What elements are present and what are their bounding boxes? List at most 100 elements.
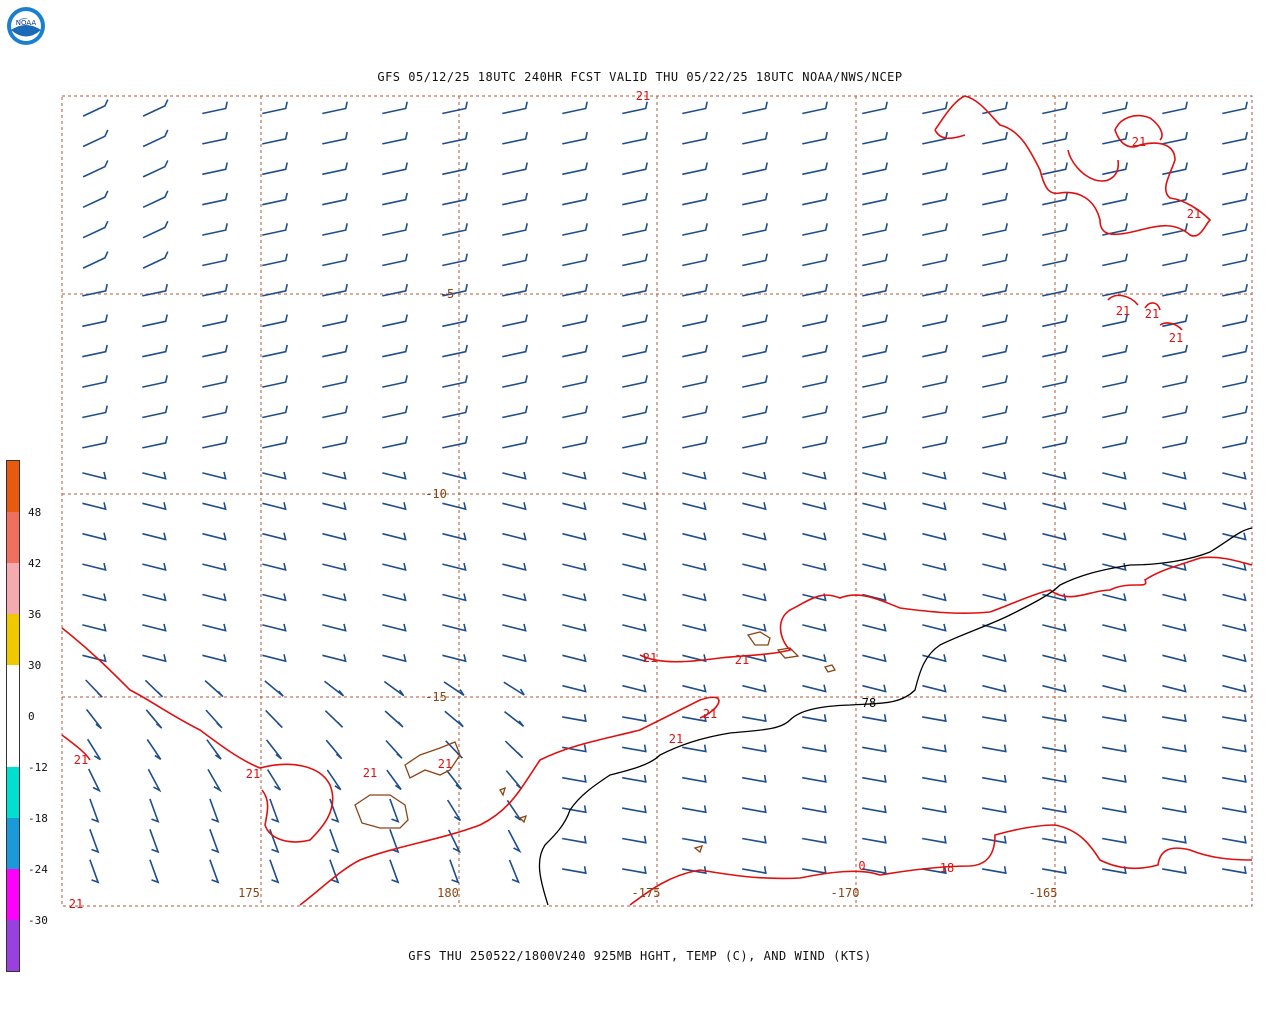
wind-barb — [862, 744, 887, 753]
wind-barb — [1162, 131, 1188, 145]
temperature-contour-label: 21 — [636, 89, 650, 103]
wind-barb — [502, 375, 528, 388]
wind-barb — [922, 744, 947, 753]
wind-barb — [1102, 192, 1128, 206]
wind-barb — [207, 769, 223, 793]
wind-barb — [322, 562, 347, 571]
wind-barb — [742, 283, 768, 297]
wind-barb — [622, 192, 648, 206]
wind-barb — [682, 283, 708, 297]
temperature-contours — [61, 95, 1253, 906]
wind-barb — [862, 405, 888, 419]
wind-barb — [444, 710, 464, 728]
wind-barb — [622, 835, 647, 844]
wind-barb — [982, 562, 1007, 571]
wind-barb — [502, 131, 528, 145]
wind-barb — [1162, 314, 1188, 328]
wind-barb — [742, 101, 768, 115]
wind-barb — [1102, 131, 1128, 145]
logo-text: NOAA — [16, 19, 37, 27]
wind-barb — [502, 314, 528, 328]
wind-barb — [982, 101, 1008, 115]
wind-barb — [82, 190, 109, 209]
wind-barb — [922, 654, 947, 663]
wind-barb — [265, 739, 283, 760]
wind-barb — [1222, 562, 1247, 571]
wind-barb — [982, 344, 1008, 358]
wind-barb — [442, 253, 468, 267]
wind-barb — [682, 375, 708, 388]
wind-barb — [982, 223, 1008, 236]
wind-barb — [682, 162, 708, 176]
wind-barb — [149, 829, 160, 854]
wind-barb — [742, 502, 767, 511]
height-contour-label: 0 — [858, 859, 865, 873]
wind-barb — [862, 375, 888, 388]
wind-barb — [506, 799, 522, 821]
wind-barb — [562, 562, 587, 571]
wind-barb — [982, 502, 1007, 511]
wind-barb — [1162, 835, 1187, 844]
wind-barb — [622, 253, 648, 267]
wind-barb — [982, 314, 1008, 328]
wind-barb — [1102, 101, 1128, 115]
wind-barb — [1162, 471, 1187, 480]
wind-barb — [682, 562, 707, 571]
wind-barb — [682, 654, 707, 663]
wind-barb — [1162, 375, 1188, 388]
wind-barb — [502, 344, 528, 358]
wind-barb — [447, 829, 462, 854]
wind-barb — [1162, 805, 1187, 814]
wind-barb — [202, 131, 228, 145]
wind-barb — [1102, 375, 1128, 388]
wind-barb — [382, 623, 407, 632]
wind-barb — [862, 344, 888, 358]
wind-barb — [982, 866, 1007, 875]
wind-barb — [742, 344, 768, 358]
wind-barb — [1162, 623, 1187, 632]
wind-barb — [922, 192, 948, 206]
wind-barb — [389, 829, 400, 854]
wind-barb — [1042, 744, 1067, 753]
wind-barb — [562, 684, 587, 693]
wind-barb — [742, 314, 768, 328]
wind-barb — [862, 684, 887, 693]
wind-barb — [442, 375, 468, 388]
wind-barb — [1222, 593, 1247, 602]
wind-barb — [562, 502, 587, 511]
wind-barb — [622, 805, 647, 814]
wind-barb — [389, 798, 400, 823]
wind-barb — [622, 502, 647, 511]
wind-barb — [562, 223, 588, 236]
wind-barb — [507, 829, 522, 854]
wind-barb — [269, 859, 280, 884]
wind-barb — [262, 623, 287, 632]
temperature-contour-label: 21 — [69, 897, 83, 911]
wind-barb — [802, 435, 828, 449]
wind-barb — [862, 253, 888, 267]
wind-barb — [262, 131, 288, 145]
wind-barb — [1222, 471, 1247, 480]
wind-barb — [562, 623, 587, 632]
wind-barb — [802, 314, 828, 328]
wind-barb — [922, 283, 948, 297]
wind-barb — [1102, 532, 1127, 541]
wind-barb — [502, 253, 528, 267]
wind-barb — [622, 593, 647, 602]
wind-barb — [922, 405, 948, 419]
wind-barb — [504, 740, 524, 759]
wind-barb — [89, 798, 100, 823]
wind-barb — [562, 162, 588, 176]
wind-barb — [442, 502, 467, 511]
wind-barb — [802, 283, 828, 297]
wind-barb — [1222, 623, 1247, 632]
wind-barb — [562, 344, 588, 358]
wind-barb — [622, 131, 648, 145]
wind-barb — [442, 562, 467, 571]
wind-barb — [562, 532, 587, 541]
wind-barb — [202, 471, 227, 480]
wind-barb — [862, 532, 887, 541]
wind-barb — [322, 131, 348, 145]
wind-barb — [982, 532, 1007, 541]
wind-barb — [382, 435, 408, 449]
